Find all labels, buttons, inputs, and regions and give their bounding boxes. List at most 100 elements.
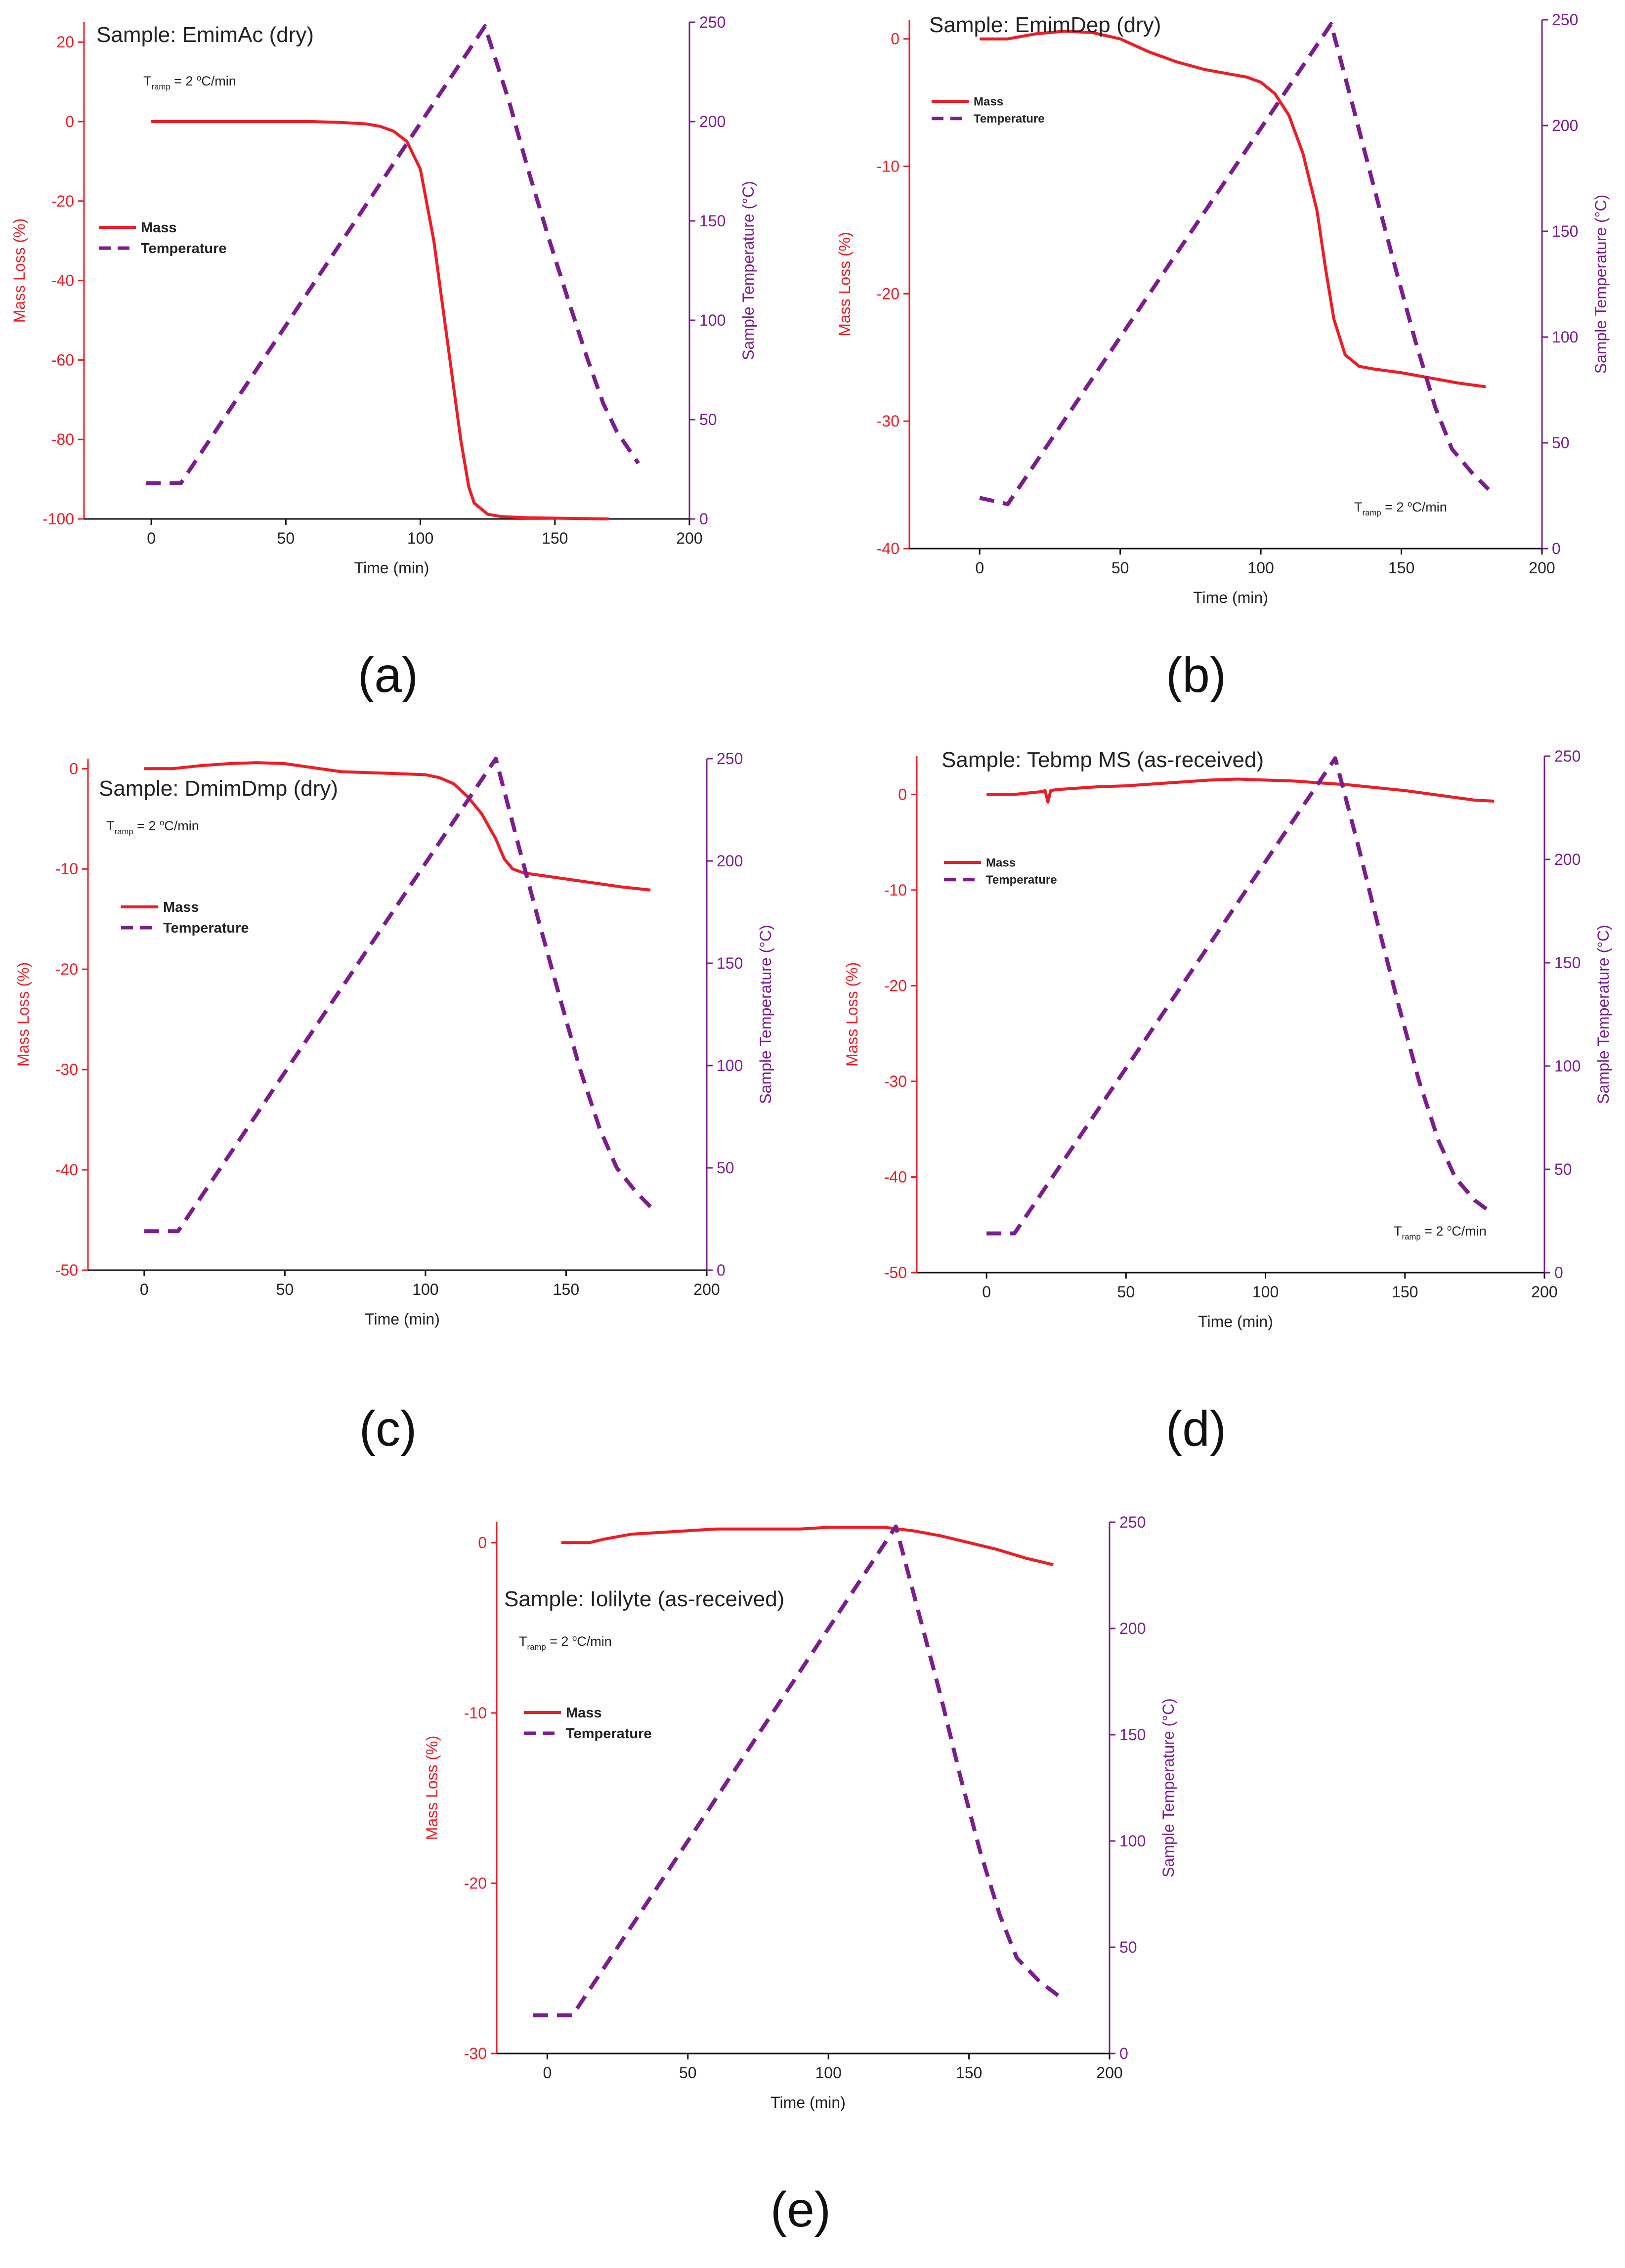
ramp-eq: = 2 — [171, 74, 197, 88]
y-left-tick-label: 0 — [478, 1534, 487, 1551]
y-left-tick-label: -10 — [877, 158, 899, 175]
x-tick-label: 0 — [982, 1283, 991, 1301]
y-right-tick-label: 200 — [1552, 117, 1578, 134]
y-right-tick-label: 150 — [717, 954, 743, 972]
ramp-unit: C/min — [1452, 1224, 1487, 1239]
legend-mass-label: Mass — [141, 220, 177, 236]
legend: Mass Temperature — [944, 856, 1057, 887]
mass-series-line — [980, 30, 1486, 388]
mass-series-line — [144, 761, 651, 892]
y-right-tick-label: 100 — [1554, 1057, 1581, 1075]
y-left-tick-label: -20 — [51, 192, 74, 210]
ramp-sub: ramp — [1363, 508, 1381, 517]
y-left-tick-label: -50 — [884, 1264, 907, 1282]
ramp-deg: o — [1447, 1223, 1452, 1233]
x-axis-label: Time (min) — [365, 1310, 440, 1328]
y-left-tick-label: -20 — [55, 960, 78, 978]
ramp-unit: C/min — [201, 74, 236, 88]
panel-label: (a) — [358, 647, 418, 703]
y-right-tick-label: 50 — [1552, 434, 1570, 452]
y-right-tick-label: 200 — [1554, 851, 1581, 868]
chart-panel: 0 50 100 150 200 -30 -20 -10 0 0 50 100 150 200 250 Tim… — [423, 1513, 1177, 2237]
panel-label: (d) — [1166, 1401, 1226, 1456]
x-tick-label: 150 — [956, 2064, 982, 2082]
x-tick-label: 150 — [553, 1281, 579, 1298]
chart-panel: 0 50 100 150 200 -50 -40 -30 -20 -10 0 0 50 100 150 200… — [843, 747, 1612, 1456]
x-tick-label: 50 — [277, 529, 295, 547]
ramp-sub: ramp — [115, 827, 133, 836]
y-right-tick-label: 250 — [1552, 11, 1578, 29]
x-tick-label: 100 — [412, 1281, 438, 1298]
x-tick-label: 200 — [1529, 559, 1555, 577]
ramp-deg: o — [1408, 499, 1412, 509]
x-axis-label: Time (min) — [354, 559, 429, 577]
y-left-tick-label: 0 — [65, 113, 74, 130]
y-left-tick-label: -10 — [464, 1704, 487, 1722]
y-left-axis-label: Mass Loss (%) — [836, 232, 854, 337]
ramp-annotation: Tramp = 2 oC/min — [1354, 499, 1447, 517]
y-right-tick-label: 250 — [1119, 1513, 1146, 1531]
legend: Mass Temperature — [121, 899, 249, 936]
x-tick-label: 50 — [1117, 1283, 1135, 1301]
ramp-unit: C/min — [577, 1634, 612, 1649]
y-right-tick-label: 0 — [1552, 540, 1561, 557]
legend-temperature-label: Temperature — [974, 112, 1045, 126]
x-tick-label: 200 — [1531, 1283, 1557, 1301]
y-right-tick-label: 250 — [699, 13, 726, 31]
y-left-axis-label: Mass Loss (%) — [10, 218, 28, 323]
mass-series-line — [151, 120, 609, 520]
ramp-prefix: T — [106, 818, 115, 833]
y-right-tick-label: 150 — [1554, 954, 1581, 972]
legend-mass-label: Mass — [974, 95, 1003, 108]
x-axis-label: Time (min) — [770, 2094, 846, 2111]
y-left-tick-label: -40 — [51, 272, 74, 290]
x-tick-label: 100 — [1247, 559, 1274, 577]
x-tick-label: 100 — [407, 529, 433, 547]
legend-temperature-label: Temperature — [986, 873, 1057, 887]
x-tick-label: 150 — [1388, 559, 1414, 577]
x-tick-label: 200 — [1096, 2064, 1122, 2082]
y-left-tick-label: -40 — [884, 1168, 907, 1186]
y-left-tick-label: 20 — [56, 33, 74, 51]
chart-title: Sample: EmimDep (dry) — [929, 13, 1161, 37]
y-right-tick-label: 100 — [1119, 1832, 1146, 1850]
panel-label: (c) — [359, 1401, 417, 1456]
x-tick-label: 0 — [975, 559, 984, 577]
x-tick-label: 0 — [140, 1281, 149, 1298]
temperature-series-line — [533, 1524, 1061, 2017]
ramp-prefix: T — [519, 1634, 527, 1649]
x-tick-label: 150 — [542, 529, 568, 547]
x-tick-label: 200 — [676, 529, 702, 547]
y-left-tick-label: -30 — [877, 412, 899, 430]
x-tick-label: 100 — [1252, 1283, 1279, 1301]
y-left-tick-label: 0 — [898, 785, 907, 803]
y-left-tick-label: -50 — [55, 1261, 78, 1279]
ramp-unit: C/min — [1412, 500, 1447, 514]
y-left-tick-label: -100 — [43, 510, 74, 528]
ramp-sub: ramp — [152, 82, 171, 91]
y-left-axis-label: Mass Loss (%) — [423, 1736, 441, 1840]
x-axis-label: Time (min) — [1198, 1313, 1273, 1330]
y-right-axis-label: Sample Temperature (°C) — [1594, 925, 1612, 1104]
legend-temperature-label: Temperature — [566, 1726, 652, 1742]
y-left-tick-label: -60 — [51, 351, 74, 369]
x-tick-label: 150 — [1392, 1283, 1418, 1301]
x-tick-label: 50 — [679, 2064, 697, 2082]
y-right-tick-label: 200 — [1119, 1620, 1146, 1637]
legend-mass-label: Mass — [986, 856, 1016, 869]
legend: Mass Temperature — [99, 220, 227, 257]
temperature-series-line — [986, 756, 1493, 1236]
y-right-tick-label: 150 — [699, 212, 726, 230]
y-right-tick-label: 150 — [1552, 222, 1578, 240]
ramp-eq: = 2 — [1421, 1224, 1447, 1239]
panel-label: (e) — [770, 2182, 831, 2237]
y-right-tick-label: 200 — [717, 852, 743, 870]
y-right-tick-label: 250 — [717, 750, 743, 768]
ramp-sub: ramp — [527, 1642, 546, 1652]
y-right-tick-label: 100 — [717, 1057, 743, 1074]
y-left-axis-label: Mass Loss (%) — [843, 962, 861, 1067]
y-left-tick-label: -10 — [884, 881, 907, 899]
ramp-annotation: Tramp = 2 oC/min — [1394, 1223, 1487, 1241]
ramp-annotation: Tramp = 2 oC/min — [143, 73, 236, 91]
y-left-tick-label: -30 — [884, 1072, 907, 1090]
